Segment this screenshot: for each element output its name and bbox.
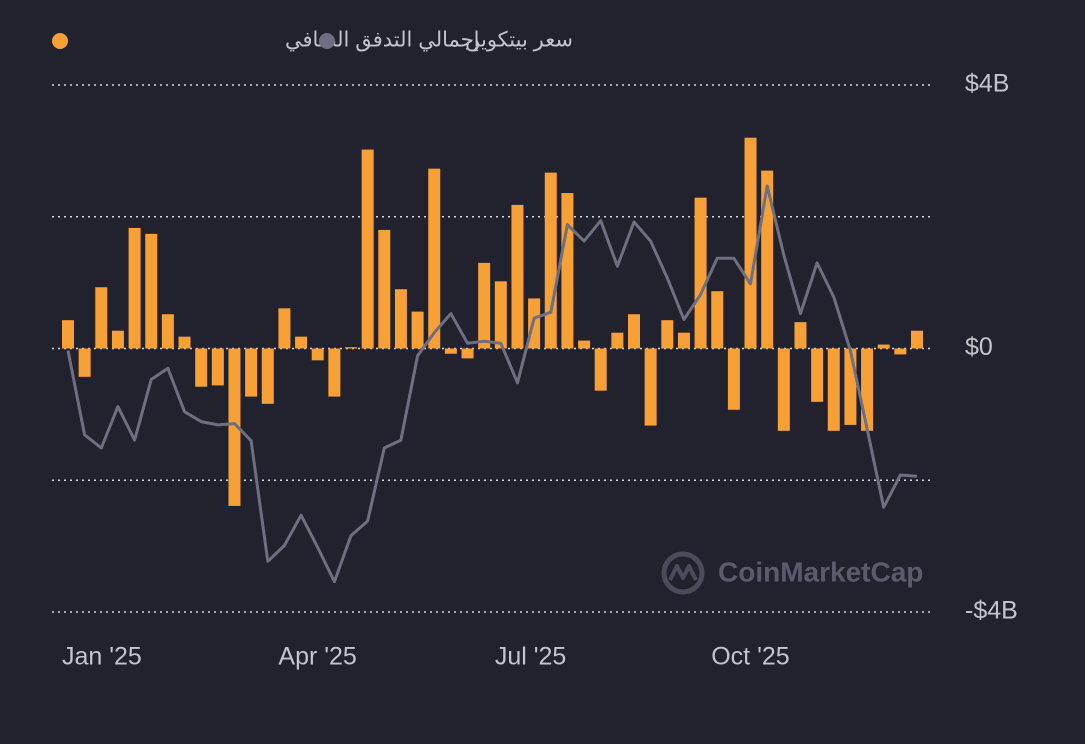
watermark-logo (661, 551, 705, 595)
bar (195, 348, 208, 387)
bar (295, 336, 308, 349)
bar (677, 332, 690, 349)
bar (461, 348, 474, 359)
y-tick-label: $4B (965, 70, 1009, 98)
bar (777, 348, 790, 431)
price-line (66, 184, 918, 584)
bar (661, 320, 674, 349)
bar (694, 197, 707, 349)
bar (78, 348, 91, 377)
bar (245, 348, 258, 397)
bar (478, 262, 491, 349)
bar (494, 281, 507, 349)
x-tick-label: Jul '25 (495, 643, 566, 671)
bar (794, 322, 807, 349)
bar (111, 330, 124, 349)
bar (877, 344, 890, 349)
bar (444, 348, 457, 354)
bar (544, 172, 557, 349)
x-tick-label: Jan '25 (62, 643, 142, 671)
bar (311, 348, 324, 361)
bar (145, 233, 158, 349)
bar (394, 289, 407, 349)
bar (511, 204, 524, 349)
bar (727, 348, 740, 410)
x-tick-label: Oct '25 (711, 643, 789, 671)
bar (211, 348, 224, 386)
bar (328, 348, 341, 397)
bar (411, 311, 424, 349)
bar (261, 348, 274, 404)
bar (561, 193, 574, 349)
bar (894, 348, 907, 355)
bar (278, 308, 291, 349)
bar (644, 348, 657, 426)
legend-label: سعر بيتكوين (465, 29, 573, 52)
legend-swatch (319, 33, 335, 49)
bar (178, 336, 191, 349)
y-tick-label: $0 (965, 333, 993, 361)
bar (911, 330, 923, 349)
bar (744, 137, 757, 349)
legend-label: إجمالي التدفق الصافي (285, 29, 479, 53)
bar (844, 348, 857, 425)
bar (161, 314, 174, 349)
bar (611, 332, 624, 349)
bar (428, 168, 441, 349)
bar (578, 340, 591, 349)
bar (711, 291, 724, 349)
bar (594, 348, 607, 391)
bar (811, 348, 824, 402)
bar (228, 348, 241, 506)
bar (628, 314, 640, 349)
bar (861, 348, 874, 431)
bar (361, 149, 374, 349)
bar (378, 229, 391, 349)
bar (62, 320, 74, 349)
bar (827, 348, 840, 431)
legend-swatch (52, 33, 68, 49)
bar (128, 227, 141, 349)
x-tick-label: Apr '25 (278, 643, 356, 671)
y-tick-label: -$4B (965, 597, 1018, 625)
bar (95, 287, 108, 349)
bar (761, 170, 774, 349)
bar (345, 347, 357, 349)
watermark: CoinMarketCap (718, 556, 923, 587)
